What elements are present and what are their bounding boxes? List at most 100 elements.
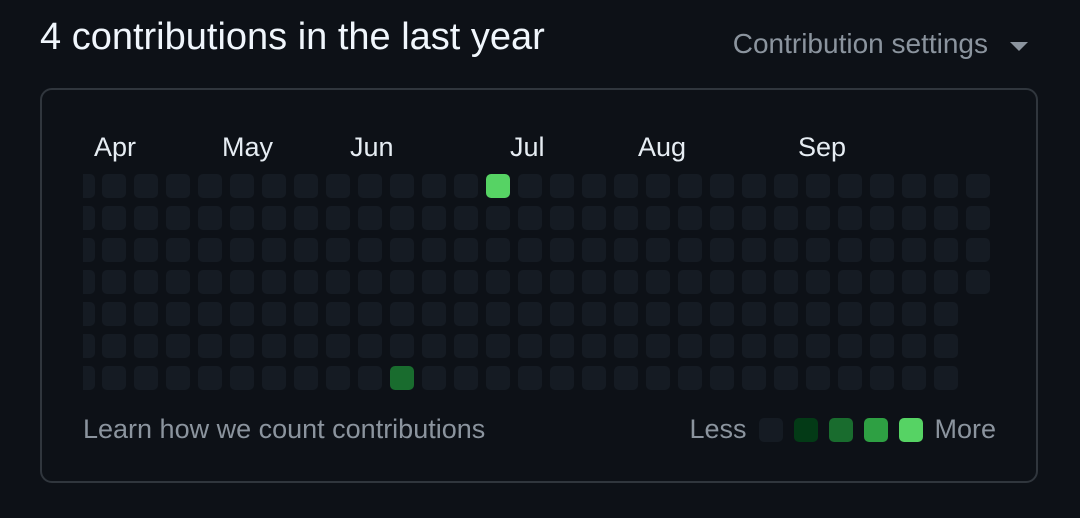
contribution-day-cell[interactable]	[262, 238, 286, 262]
contribution-day-cell[interactable]	[166, 334, 190, 358]
contribution-day-cell[interactable]	[902, 270, 926, 294]
contribution-day-cell[interactable]	[83, 270, 95, 294]
contribution-day-cell[interactable]	[614, 174, 638, 198]
contribution-day-cell[interactable]	[102, 238, 126, 262]
contribution-day-cell[interactable]	[230, 174, 254, 198]
contribution-day-cell[interactable]	[646, 334, 670, 358]
contribution-day-cell[interactable]	[294, 334, 318, 358]
contribution-day-cell[interactable]	[454, 206, 478, 230]
contribution-day-cell[interactable]	[774, 302, 798, 326]
contribution-day-cell[interactable]	[774, 334, 798, 358]
contribution-settings-button[interactable]: Contribution settings	[733, 28, 1028, 60]
contribution-day-cell[interactable]	[838, 270, 862, 294]
contribution-day-cell[interactable]	[614, 238, 638, 262]
contribution-day-cell[interactable]	[614, 334, 638, 358]
contribution-day-cell[interactable]	[486, 238, 510, 262]
contribution-day-cell[interactable]	[230, 366, 254, 390]
contribution-day-cell[interactable]	[454, 174, 478, 198]
contribution-day-cell[interactable]	[166, 174, 190, 198]
contribution-day-cell[interactable]	[582, 174, 606, 198]
contribution-day-cell[interactable]	[134, 206, 158, 230]
contribution-day-cell[interactable]	[454, 334, 478, 358]
contribution-day-cell[interactable]	[710, 238, 734, 262]
contribution-day-cell[interactable]	[582, 334, 606, 358]
contribution-day-cell[interactable]	[870, 238, 894, 262]
contribution-day-cell[interactable]	[550, 174, 574, 198]
contribution-day-cell[interactable]	[902, 334, 926, 358]
contribution-day-cell[interactable]	[902, 174, 926, 198]
contribution-day-cell[interactable]	[966, 238, 990, 262]
contribution-day-cell[interactable]	[326, 334, 350, 358]
contribution-day-cell[interactable]	[294, 270, 318, 294]
contribution-day-cell[interactable]	[934, 334, 958, 358]
contribution-day-cell[interactable]	[870, 206, 894, 230]
contribution-day-cell[interactable]	[710, 302, 734, 326]
contribution-day-cell[interactable]	[806, 302, 830, 326]
contribution-day-cell[interactable]	[262, 174, 286, 198]
contribution-day-cell[interactable]	[678, 302, 702, 326]
contribution-day-cell[interactable]	[486, 334, 510, 358]
contribution-day-cell[interactable]	[198, 206, 222, 230]
contribution-day-cell[interactable]	[870, 302, 894, 326]
contribution-day-cell[interactable]	[550, 302, 574, 326]
contribution-day-cell[interactable]	[198, 366, 222, 390]
contribution-day-cell[interactable]	[486, 270, 510, 294]
learn-contributions-link[interactable]: Learn how we count contributions	[83, 414, 486, 444]
contribution-day-cell[interactable]	[934, 366, 958, 390]
contribution-day-cell[interactable]	[390, 302, 414, 326]
contribution-day-cell[interactable]	[326, 302, 350, 326]
contribution-day-cell[interactable]	[934, 302, 958, 326]
contribution-day-cell[interactable]	[422, 334, 446, 358]
contribution-day-cell[interactable]	[198, 270, 222, 294]
contribution-day-cell[interactable]	[134, 238, 158, 262]
contribution-day-cell[interactable]	[294, 302, 318, 326]
contribution-day-cell[interactable]	[358, 366, 382, 390]
contribution-day-cell[interactable]	[326, 270, 350, 294]
contribution-day-cell[interactable]	[870, 270, 894, 294]
contribution-day-cell[interactable]	[518, 334, 542, 358]
contribution-day-cell[interactable]	[806, 174, 830, 198]
contribution-day-cell[interactable]	[134, 334, 158, 358]
contribution-day-cell[interactable]	[134, 270, 158, 294]
contribution-day-cell[interactable]	[550, 206, 574, 230]
contribution-day-cell[interactable]	[230, 334, 254, 358]
contribution-day-cell[interactable]	[166, 270, 190, 294]
contribution-day-cell[interactable]	[582, 206, 606, 230]
contribution-day-cell[interactable]	[678, 270, 702, 294]
contribution-day-cell[interactable]	[710, 334, 734, 358]
contribution-day-cell[interactable]	[83, 302, 95, 326]
contribution-day-cell[interactable]	[646, 206, 670, 230]
contribution-day-cell[interactable]	[486, 302, 510, 326]
contribution-day-cell[interactable]	[390, 334, 414, 358]
contribution-day-cell[interactable]	[742, 366, 766, 390]
contribution-day-cell[interactable]	[710, 366, 734, 390]
contribution-day-cell[interactable]	[422, 206, 446, 230]
contribution-day-cell[interactable]	[550, 270, 574, 294]
contribution-day-cell[interactable]	[742, 238, 766, 262]
contribution-day-cell[interactable]	[550, 366, 574, 390]
contribution-day-cell[interactable]	[550, 238, 574, 262]
contribution-day-cell[interactable]	[870, 334, 894, 358]
contribution-day-cell[interactable]	[742, 174, 766, 198]
contribution-day-cell[interactable]	[262, 206, 286, 230]
contribution-day-cell[interactable]	[934, 238, 958, 262]
contribution-day-cell[interactable]	[774, 366, 798, 390]
contribution-day-cell[interactable]	[774, 206, 798, 230]
contribution-day-cell[interactable]	[806, 238, 830, 262]
contribution-day-cell[interactable]	[326, 206, 350, 230]
contribution-day-cell[interactable]	[358, 238, 382, 262]
contribution-day-cell[interactable]	[550, 334, 574, 358]
contribution-day-cell[interactable]	[742, 302, 766, 326]
contribution-day-cell[interactable]	[83, 206, 95, 230]
contribution-day-cell[interactable]	[838, 366, 862, 390]
contribution-day-cell[interactable]	[294, 174, 318, 198]
contribution-day-cell[interactable]	[454, 366, 478, 390]
contribution-day-cell[interactable]	[518, 174, 542, 198]
contribution-day-cell[interactable]	[422, 366, 446, 390]
contribution-day-cell[interactable]	[454, 302, 478, 326]
contribution-day-cell[interactable]	[742, 206, 766, 230]
contribution-day-cell[interactable]	[486, 206, 510, 230]
contribution-day-cell[interactable]	[262, 334, 286, 358]
contribution-day-cell[interactable]	[902, 238, 926, 262]
contribution-day-cell[interactable]	[166, 366, 190, 390]
